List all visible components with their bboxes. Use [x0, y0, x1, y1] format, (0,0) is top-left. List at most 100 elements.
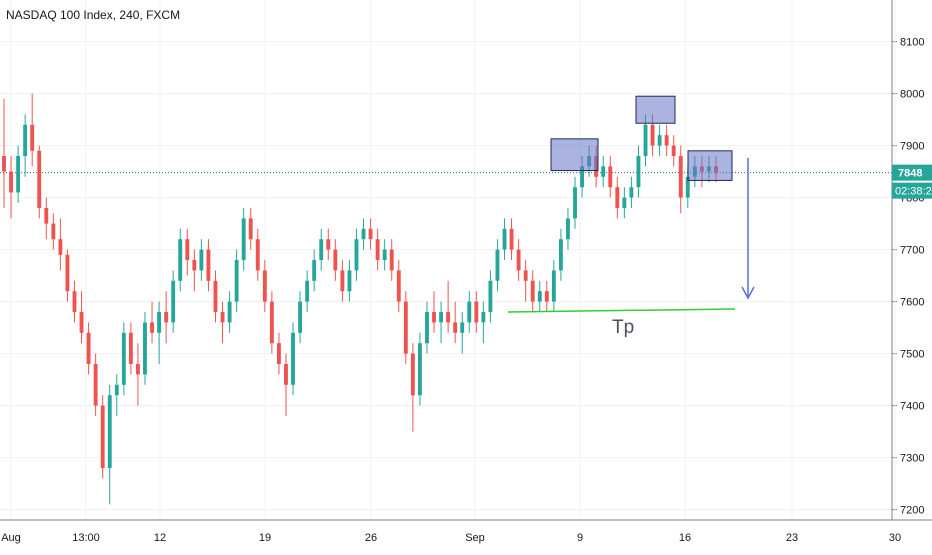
candle-body [157, 312, 162, 333]
candle-body [312, 260, 317, 281]
candle-body [432, 312, 436, 323]
pattern-box [687, 150, 733, 181]
candle-body [121, 332, 126, 385]
candle-body [248, 218, 253, 240]
candle-body [30, 124, 35, 151]
candle-body [269, 301, 274, 344]
candle-body [100, 405, 105, 468]
candle-body [354, 239, 359, 271]
candle-body [9, 171, 13, 193]
candle-body [488, 280, 493, 312]
candle-body [185, 239, 190, 260]
candle-body [333, 249, 338, 271]
candle-body [192, 260, 197, 271]
x-tick-label: 23 [786, 532, 798, 544]
candle-body [86, 332, 91, 364]
candle-body [389, 249, 394, 271]
candle-body [601, 166, 606, 177]
candle-body [495, 249, 500, 281]
y-tick-label: 7400 [900, 401, 924, 413]
candle-body [58, 239, 63, 255]
candle-body [368, 228, 373, 240]
candle-body [467, 301, 472, 323]
candle-body [558, 239, 563, 271]
candle-body [16, 156, 21, 193]
candle-body [220, 312, 225, 323]
x-tick-label: 19 [259, 532, 271, 544]
candle-body [439, 312, 444, 323]
chart-title: NASDAQ 100 Index, 240, FXCM [6, 8, 181, 22]
candle-body [227, 301, 232, 323]
candle-body [516, 249, 521, 271]
candle-body [143, 322, 147, 375]
pattern-box [550, 138, 599, 172]
candle-body [573, 187, 577, 219]
candle-body [23, 124, 28, 156]
x-tick-label: 26 [365, 532, 377, 544]
candle-body [664, 135, 669, 146]
y-tick-label: 8000 [900, 89, 924, 101]
candle-body [551, 270, 556, 302]
x-tick-label: 30 [889, 532, 901, 544]
price-badge [892, 164, 932, 181]
candle-body [410, 353, 415, 396]
candle-body [284, 364, 288, 385]
candle-body [629, 187, 634, 198]
candle-body [234, 260, 239, 302]
candle-body [305, 280, 310, 302]
x-tick-label: Aug [1, 532, 21, 544]
y-tick-label: 7500 [900, 349, 924, 361]
candle-body [213, 280, 218, 312]
candle-body [128, 332, 133, 364]
candle-body [636, 156, 641, 188]
candle-body [650, 124, 655, 146]
candle-body [537, 291, 542, 302]
y-tick-label: 8100 [900, 37, 924, 49]
candle-body [382, 249, 387, 260]
candle-body [460, 322, 465, 333]
candle-body [622, 197, 627, 208]
candle-body [93, 364, 98, 406]
candle-body [453, 322, 458, 333]
candle-body [164, 312, 169, 323]
candle-body [509, 228, 514, 250]
candle-body [241, 218, 246, 260]
candle-body [523, 270, 528, 281]
y-tick-label: 7700 [900, 245, 924, 257]
candle-body [671, 145, 676, 156]
down-arrow-head [741, 286, 755, 300]
candle-body [544, 291, 549, 302]
candle-body [403, 301, 408, 354]
countdown-label: 02:38:2 [895, 186, 932, 198]
candle-body [481, 312, 486, 323]
candle-body [678, 156, 683, 198]
candle-body [51, 223, 56, 240]
candle-body [206, 249, 211, 281]
candle-body [255, 239, 260, 271]
candle-body [44, 208, 49, 224]
y-tick-label: 7600 [900, 297, 924, 309]
candle-body [608, 166, 613, 188]
candle-body [396, 270, 401, 302]
candle-body [171, 280, 176, 323]
candle-body [79, 312, 84, 333]
candle-body [298, 301, 303, 333]
candle-body [65, 254, 70, 292]
candle-body [114, 384, 119, 396]
x-tick-label: 12 [154, 532, 166, 544]
y-tick-label: 7200 [900, 505, 924, 517]
candle-body [375, 239, 380, 260]
candle-body [136, 364, 140, 375]
candle-body [657, 135, 662, 146]
candle-body [276, 343, 281, 364]
candle-body [2, 156, 6, 172]
candle-body [199, 249, 204, 271]
x-tick-label: 13:00 [72, 532, 100, 544]
tp-label: Tp [612, 317, 634, 338]
candle-body [326, 239, 331, 250]
candle-body [37, 150, 42, 208]
candle-body [150, 322, 154, 333]
candle-body [446, 312, 451, 323]
